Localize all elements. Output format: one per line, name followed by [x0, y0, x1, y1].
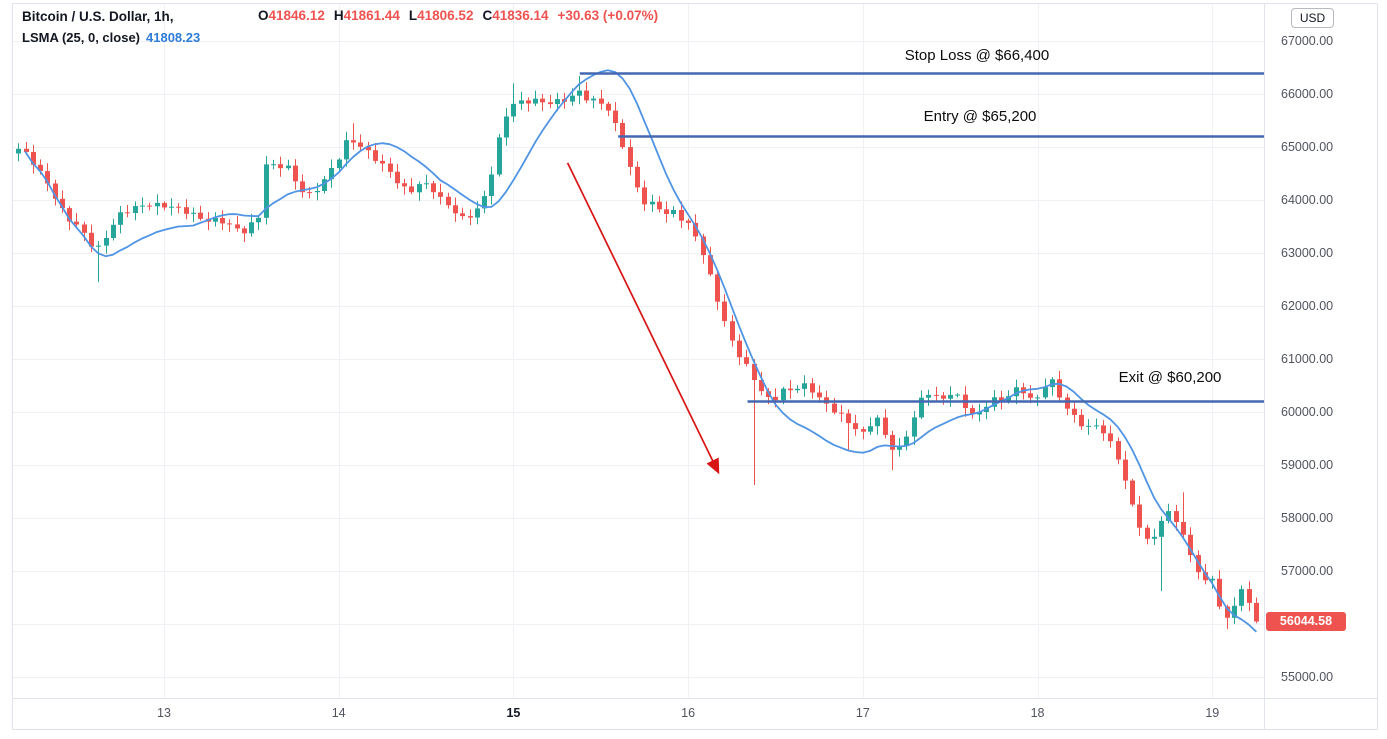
price-tick-label: 65000.00 [1281, 140, 1334, 155]
high-label: H [333, 8, 344, 23]
price-tick-label: 63000.00 [1281, 245, 1334, 260]
ohlc-values: O41846.12 H41861.44 L41806.52 C41836.14 +30.… [258, 8, 667, 23]
stop-loss-label[interactable]: Stop Loss @ $66,400 [904, 47, 1050, 64]
time-tick-label: 14 [331, 706, 346, 720]
price-tick-label: 59000.00 [1281, 457, 1334, 472]
last-price-tag: 56044.58 [1266, 611, 1346, 631]
close-label: C [482, 8, 493, 23]
time-tick-label: 13 [157, 706, 171, 720]
price-tick-label: 67000.00 [1281, 34, 1334, 49]
time-tick-label: 18 [1030, 706, 1045, 720]
change-value: +30.63 (+0.07%) [557, 8, 659, 23]
candles-layer [16, 76, 1259, 630]
open-value: 41846.12 [268, 8, 325, 23]
price-tick-label: 55000.00 [1281, 669, 1334, 684]
time-tick-label: 17 [855, 706, 870, 720]
currency-unit-badge: USD [1291, 8, 1334, 28]
open-label: O [258, 8, 269, 23]
close-value: 41836.14 [492, 8, 549, 23]
exit-label[interactable]: Exit @ $60,200 [1118, 369, 1222, 386]
trend-arrow[interactable] [566, 162, 720, 475]
low-value: 41806.52 [417, 8, 474, 23]
price-tick-label: 57000.00 [1281, 563, 1334, 578]
entry-label[interactable]: Entry @ $65,200 [923, 108, 1037, 125]
indicator-value: 41808.23 [146, 30, 201, 45]
price-tick-label: 66000.00 [1281, 87, 1334, 102]
price-tick-label: 64000.00 [1281, 192, 1334, 207]
chart-frame-lines [12, 3, 1378, 730]
price-tick-label: 60000.00 [1281, 404, 1334, 419]
time-tick-label: 16 [681, 706, 696, 720]
low-label: L [408, 8, 418, 23]
time-tick-label: 19 [1205, 706, 1220, 720]
chart-legend: Bitcoin / U.S. Dollar, 1h, O41846.12 H418… [22, 8, 922, 50]
price-tick-label: 58000.00 [1281, 510, 1334, 525]
lsma-line [24, 69, 1257, 633]
price-tick-label: 62000.00 [1281, 298, 1334, 313]
high-value: 41861.44 [343, 8, 400, 23]
price-tick-label: 61000.00 [1281, 351, 1334, 366]
symbol-title[interactable]: Bitcoin / U.S. Dollar, 1h, [22, 9, 174, 24]
annotation-lines-layer[interactable] [579, 72, 1264, 403]
time-tick-label: 15 [506, 706, 521, 720]
indicator-title[interactable]: LSMA (25, 0, close) [22, 30, 140, 45]
